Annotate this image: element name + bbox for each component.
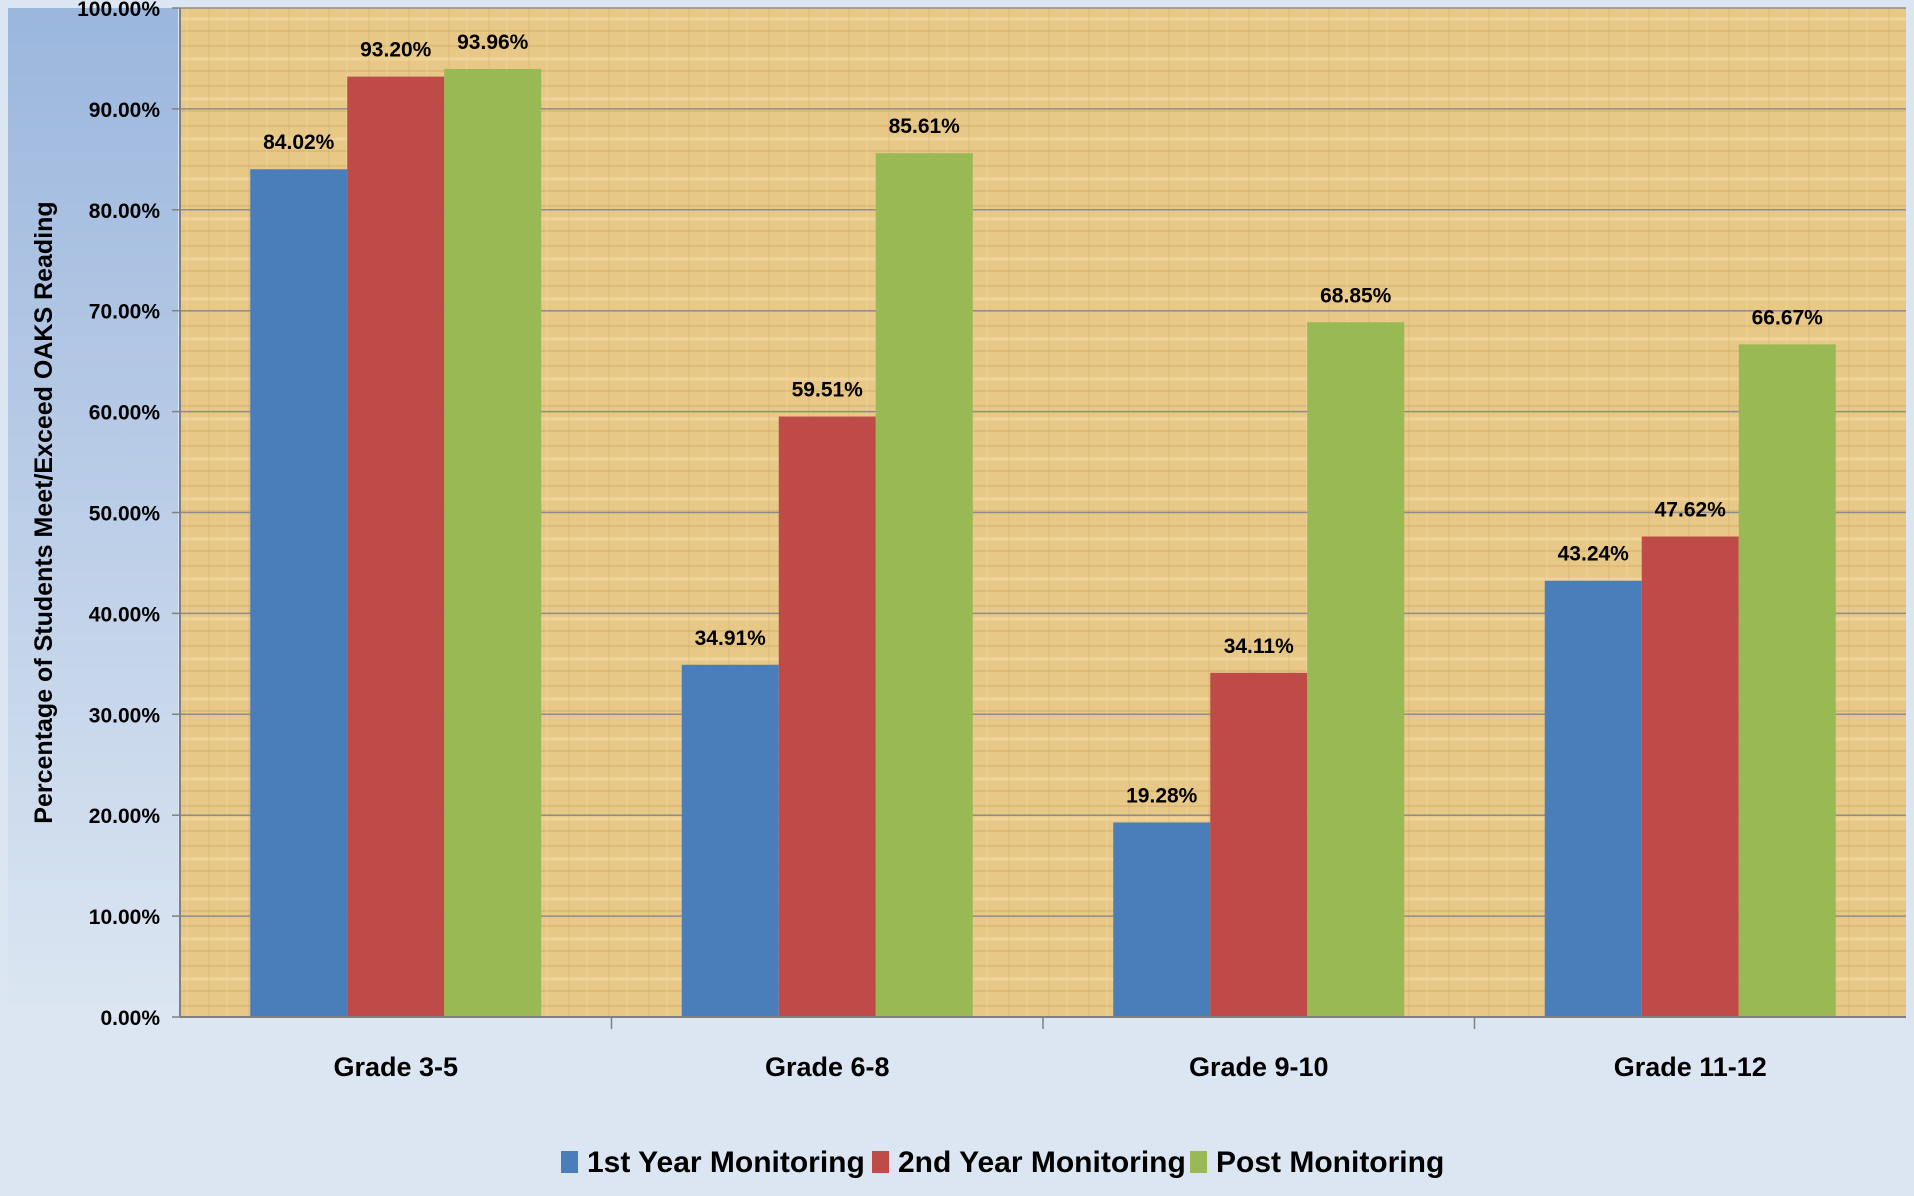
- y-tick-label: 100.00%: [77, 0, 160, 21]
- bars: [250, 68, 1836, 1018]
- y-tick-label: 80.00%: [89, 200, 161, 223]
- y-tick-label: 20.00%: [89, 805, 161, 828]
- legend-label: 1st Year Monitoring: [587, 1146, 865, 1179]
- y-axis-label: Percentage of Students Meet/Exceed OAKS …: [30, 201, 58, 823]
- bar: [875, 153, 973, 1018]
- x-tick-label: Grade 11-12: [1614, 1052, 1767, 1082]
- x-tick-label: Grade 3-5: [333, 1052, 458, 1082]
- bar: [1544, 580, 1642, 1017]
- data-label: 19.28%: [1126, 784, 1198, 807]
- data-label: 59.51%: [792, 379, 864, 402]
- data-label: 68.85%: [1320, 284, 1392, 307]
- x-tick-label: Grade 6-8: [765, 1052, 890, 1082]
- y-tick-label: 30.00%: [89, 704, 161, 727]
- data-label: 84.02%: [263, 131, 335, 154]
- bar: [1113, 822, 1211, 1017]
- y-tick-label: 50.00%: [89, 503, 161, 526]
- data-labels: 84.02% 93.20% 93.96% 34.91% 59.51% 85.61% 19.2…: [263, 31, 1823, 808]
- legend-swatch: [561, 1151, 578, 1173]
- y-tick-label: 40.00%: [89, 603, 161, 626]
- data-label: 93.96%: [457, 31, 529, 54]
- y-tick-label: 0.00%: [100, 1007, 160, 1030]
- legend-label: 2nd Year Monitoring: [898, 1146, 1186, 1179]
- bar: [681, 664, 779, 1017]
- bar: [778, 416, 876, 1018]
- y-tick-labels: 0.00% 10.00% 20.00% 30.00% 40.00% 50.00% 60.00…: [77, 0, 160, 1030]
- data-label: 34.11%: [1224, 635, 1294, 658]
- legend-swatch: [872, 1151, 889, 1173]
- data-label: 34.91%: [695, 627, 767, 650]
- bar: [250, 169, 348, 1017]
- data-label: 43.24%: [1558, 543, 1630, 566]
- data-label: 66.67%: [1752, 306, 1824, 329]
- axes: [172, 7, 1906, 1029]
- legend: 1st Year Monitoring 2nd Year Monitoring Po…: [561, 1146, 1444, 1179]
- y-tick-label: 90.00%: [89, 99, 161, 122]
- bar: [1210, 672, 1308, 1017]
- y-tick-label: 10.00%: [89, 906, 161, 929]
- bar: [1738, 344, 1836, 1018]
- y-tick-label: 70.00%: [89, 301, 161, 324]
- legend-swatch: [1190, 1151, 1207, 1173]
- bar: [1641, 536, 1739, 1017]
- x-tick-labels: Grade 3-5 Grade 6-8 Grade 9-10 Grade 11-12: [333, 1052, 1766, 1082]
- data-label: 47.62%: [1655, 499, 1727, 522]
- axis-panel: [8, 8, 178, 1018]
- bar: [1307, 322, 1405, 1018]
- x-tick-label: Grade 9-10: [1189, 1052, 1329, 1082]
- legend-label: Post Monitoring: [1216, 1146, 1444, 1179]
- data-label: 85.61%: [889, 115, 961, 138]
- data-label: 93.20%: [360, 39, 432, 62]
- y-tick-label: 60.00%: [89, 402, 161, 425]
- bar: [444, 68, 542, 1017]
- bar: [347, 76, 445, 1017]
